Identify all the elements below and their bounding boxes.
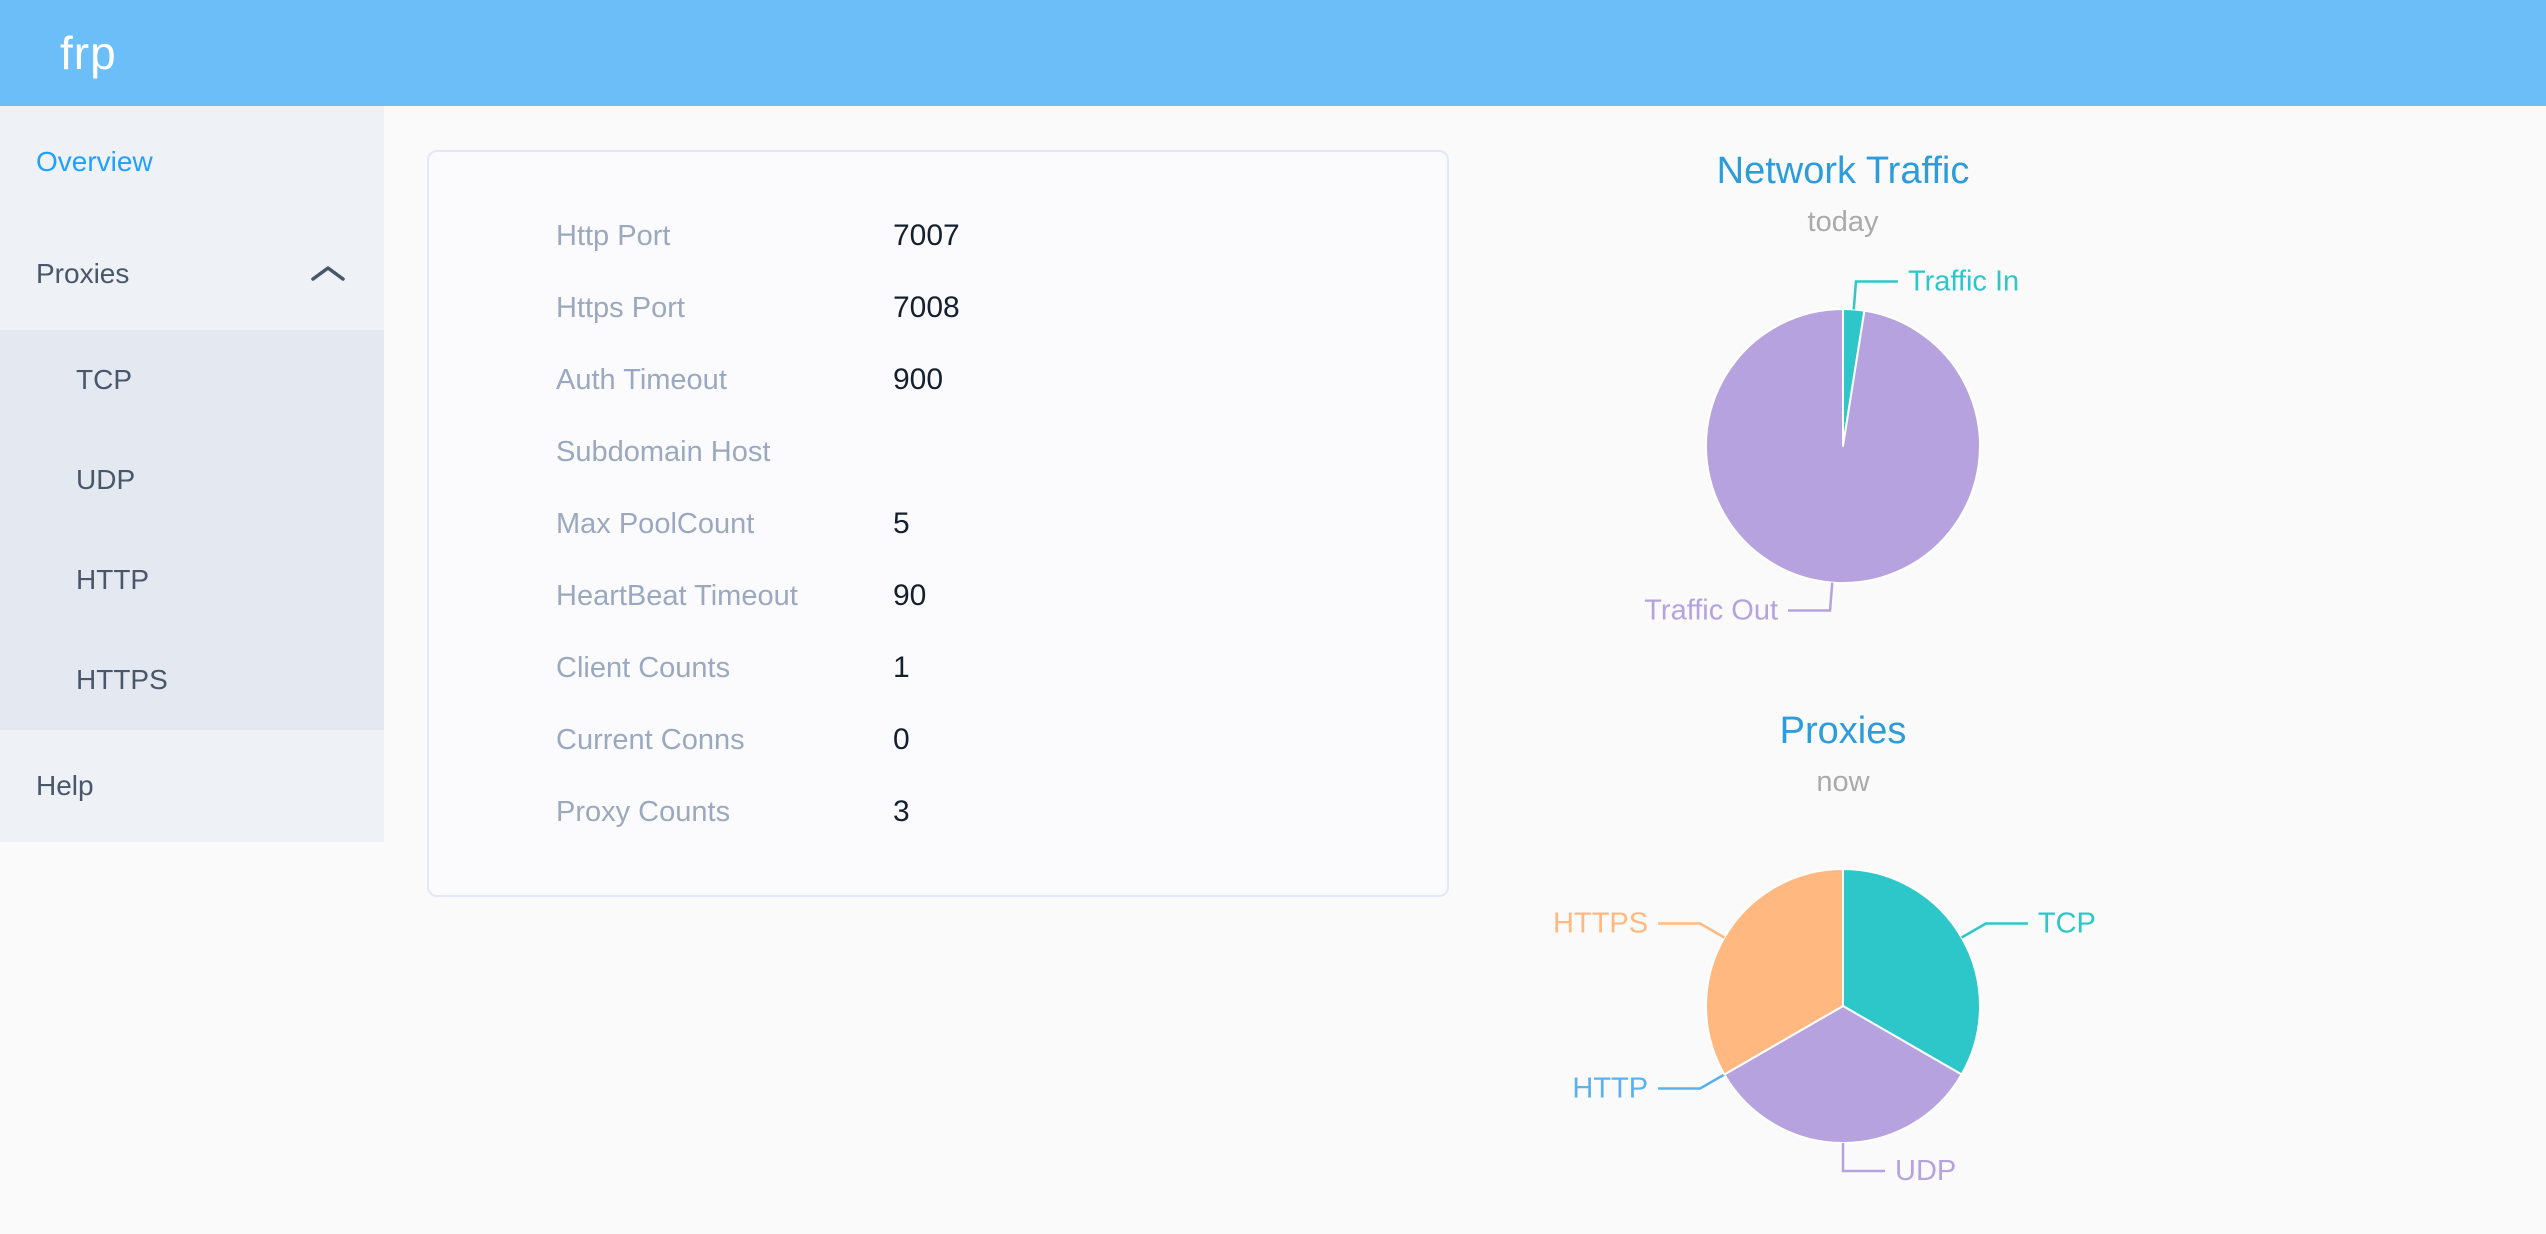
config-value: 90 (893, 579, 927, 612)
pie-label-http: HTTP (1572, 1073, 1648, 1105)
config-row-current-conns: Current Conns 0 (429, 704, 1447, 776)
proxies-pie[interactable]: TCP UDP HTTP HTTPS (1423, 818, 2263, 1234)
config-value: 1 (893, 651, 910, 684)
config-label: Current Conns (556, 723, 745, 756)
server-config-card: Http Port 7007 Https Port 7008 Auth Time… (427, 150, 1449, 897)
sidebar-item-help-label: Help (36, 770, 94, 801)
chart-subtitle: today (1807, 206, 1879, 238)
chart-title: Network Traffic (1716, 150, 1970, 192)
config-label: Max PoolCount (556, 507, 755, 540)
pie-slice-tcp[interactable] (1842, 868, 1981, 1076)
pie-label-tcp: TCP (2038, 908, 2096, 940)
sidebar-item-https-label: HTTPS (76, 664, 168, 695)
pie-label-line-udp (1841, 1143, 1885, 1173)
network-traffic-pie[interactable]: Traffic In Traffic Out (1423, 258, 2263, 678)
config-row-subdomain-host: Subdomain Host (429, 416, 1447, 488)
pie-label-traffic-out: Traffic Out (1644, 594, 1778, 626)
pie-slice-traffic-out[interactable] (1705, 308, 1981, 584)
sidebar-item-http[interactable]: HTTP (0, 530, 384, 630)
sidebar: Overview Proxies TCP UDP HTTP HTTPS Help (0, 106, 384, 842)
pie-label-line-traffic-out (1788, 582, 1834, 612)
sidebar-submenu-proxies: TCP UDP HTTP HTTPS (0, 330, 384, 730)
config-label: Http Port (556, 219, 671, 252)
config-label: HeartBeat Timeout (556, 579, 798, 612)
chart-subtitle: now (1816, 766, 1870, 798)
config-label: Client Counts (556, 651, 731, 684)
config-value: 900 (893, 363, 944, 396)
network-traffic-chart: Network Traffic today Traffic In Traffic … (1423, 140, 2263, 700)
config-value: 3 (893, 795, 910, 828)
config-value: 5 (893, 507, 910, 540)
config-row-http-port: Http Port 7007 (429, 200, 1447, 272)
sidebar-item-udp-label: UDP (76, 464, 136, 495)
config-row-https-port: Https Port 7008 (429, 272, 1447, 344)
config-row-max-poolcount: Max PoolCount 5 (429, 488, 1447, 560)
app-logo: frp (60, 27, 117, 79)
chart-title: Proxies (1779, 710, 1907, 752)
sidebar-item-tcp-label: TCP (76, 364, 132, 395)
sidebar-item-http-label: HTTP (76, 564, 150, 595)
app-header: frp (0, 0, 2546, 106)
pie-label-https: HTTPS (1553, 908, 1648, 940)
config-label: Subdomain Host (556, 435, 771, 468)
pie-label-line-https (1658, 922, 1725, 939)
sidebar-item-udp[interactable]: UDP (0, 430, 384, 530)
config-row-proxy-counts: Proxy Counts 3 (429, 776, 1447, 848)
sidebar-item-overview-label: Overview (36, 146, 153, 177)
config-value: 7008 (893, 291, 960, 324)
pie-label-udp: UDP (1895, 1155, 1956, 1187)
sidebar-item-tcp[interactable]: TCP (0, 330, 384, 430)
chevron-up-icon (311, 266, 345, 281)
sidebar-item-https[interactable]: HTTPS (0, 630, 384, 730)
config-label: Https Port (556, 291, 685, 324)
pie-label-line-traffic-in (1852, 280, 1898, 310)
config-value: 0 (893, 723, 910, 756)
sidebar-item-proxies-label: Proxies (36, 258, 130, 289)
config-value: 7007 (893, 219, 960, 252)
config-row-client-counts: Client Counts 1 (429, 632, 1447, 704)
proxies-chart: Proxies now TCP UDP HTTP HTTPS (1423, 700, 2263, 1234)
sidebar-item-help[interactable]: Help (0, 730, 384, 842)
config-label: Auth Timeout (556, 363, 727, 396)
config-label: Proxy Counts (556, 795, 731, 828)
sidebar-item-overview[interactable]: Overview (0, 106, 384, 218)
pie-label-line-http (1658, 1073, 1725, 1090)
config-row-auth-timeout: Auth Timeout 900 (429, 344, 1447, 416)
sidebar-item-proxies[interactable]: Proxies (0, 218, 384, 330)
pie-label-traffic-in: Traffic In (1908, 266, 2019, 298)
pie-label-line-tcp (1961, 922, 2028, 939)
config-row-heartbeat-timeout: HeartBeat Timeout 90 (429, 560, 1447, 632)
